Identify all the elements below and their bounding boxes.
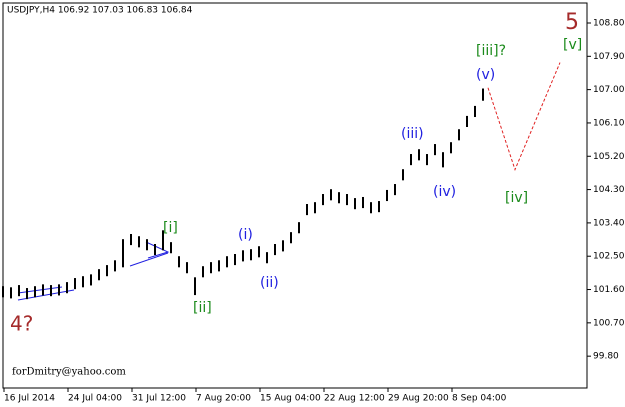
triangle [145, 241, 170, 259]
y-tick-label: 103.40 [593, 218, 625, 228]
x-tick-label: 8 Sep 04:00 [452, 394, 507, 404]
y-tick-label: 105.20 [593, 152, 625, 162]
x-tick-label: 24 Jul 04:00 [68, 394, 122, 404]
y-tick-label: 108.80 [593, 18, 625, 28]
y-tick-label: 106.10 [593, 118, 625, 128]
trend-line [17, 286, 63, 294]
wave-label: [ii] [193, 300, 212, 316]
y-tick-label: 99.80 [593, 352, 619, 362]
wave-label: (i) [238, 227, 253, 243]
wave-label: (ii) [260, 275, 279, 291]
y-tick-label: 104.30 [593, 185, 625, 195]
forecast-line [487, 62, 561, 172]
wave-label: [iii]? [476, 43, 506, 59]
y-tick-label: 107.90 [593, 52, 625, 62]
wave-label: (v) [476, 67, 495, 83]
plot-frame [2, 2, 588, 389]
wave-label: [v] [563, 37, 582, 53]
annotations: 4? [i] [ii] (i) (ii) (iii) (iv) (v) [iii]? [iv] [v… [10, 10, 582, 336]
x-tick-label: 15 Aug 04:00 [260, 394, 321, 404]
wave-label: 4? [10, 312, 33, 336]
y-tick-label: 100.70 [593, 318, 625, 328]
y-tick-label: 107.00 [593, 85, 625, 95]
wave-label: (iv) [433, 184, 456, 200]
wave-label: [i] [163, 220, 178, 236]
x-tick-label: 31 Jul 12:00 [132, 394, 186, 404]
x-tick-label: 22 Aug 12:00 [324, 394, 385, 404]
watermark: forDmitry@yahoo.com [12, 367, 126, 378]
wave-label: (iii) [401, 126, 424, 142]
x-tick-label: 29 Aug 20:00 [388, 394, 449, 404]
trend-line [129, 252, 169, 267]
x-tick-label: 7 Aug 20:00 [196, 394, 251, 404]
x-tick-label: 16 Jul 2014 [4, 394, 55, 404]
y-tick-label: 101.60 [593, 285, 625, 295]
wave-label: 5 [565, 10, 579, 35]
chart-title: USDJPY,H4 106.92 107.03 106.83 106.84 [7, 6, 193, 16]
y-tick-label: 102.50 [593, 252, 625, 262]
wave-label: [iv] [505, 190, 528, 206]
